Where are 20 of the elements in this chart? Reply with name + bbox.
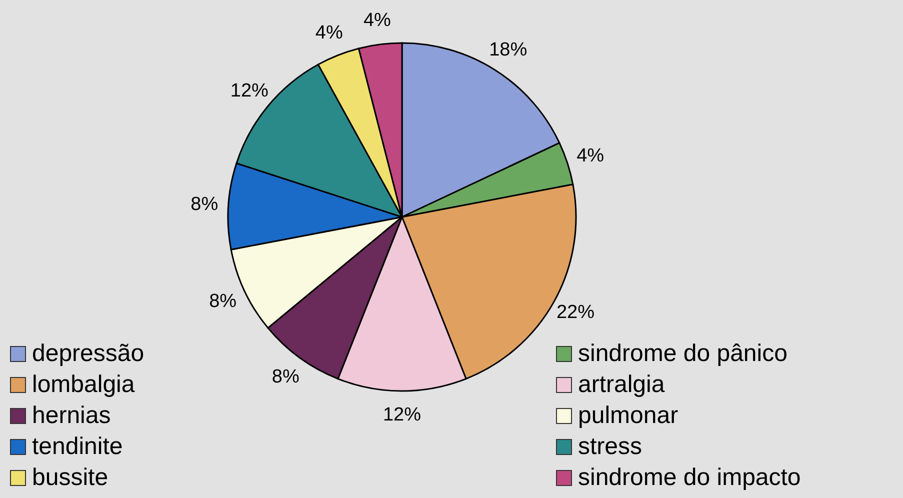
data-label: 8%: [209, 290, 237, 312]
legend-label: lombalgia: [32, 371, 135, 399]
legend-label: stress: [578, 433, 642, 461]
legend-label: sindrome do impacto: [578, 464, 801, 492]
legend-label: tendinite: [32, 433, 123, 461]
legend-label: pulmonar: [578, 402, 678, 430]
data-label: 12%: [382, 404, 422, 426]
legend-label: artralgia: [578, 371, 665, 399]
data-label: 4%: [315, 22, 343, 44]
data-label: 8%: [272, 366, 300, 388]
data-label: 18%: [489, 39, 528, 60]
data-label: 22%: [556, 302, 595, 323]
legend-label: bussite: [32, 464, 108, 492]
legend-label: sindrome do pânico: [578, 340, 788, 368]
data-label: 4%: [363, 10, 392, 32]
data-label: 8%: [190, 194, 218, 216]
data-label: 12%: [230, 80, 269, 102]
legend-label: depressão: [32, 340, 144, 368]
data-label: 4%: [576, 145, 604, 166]
legend-label: hernias: [32, 402, 111, 430]
